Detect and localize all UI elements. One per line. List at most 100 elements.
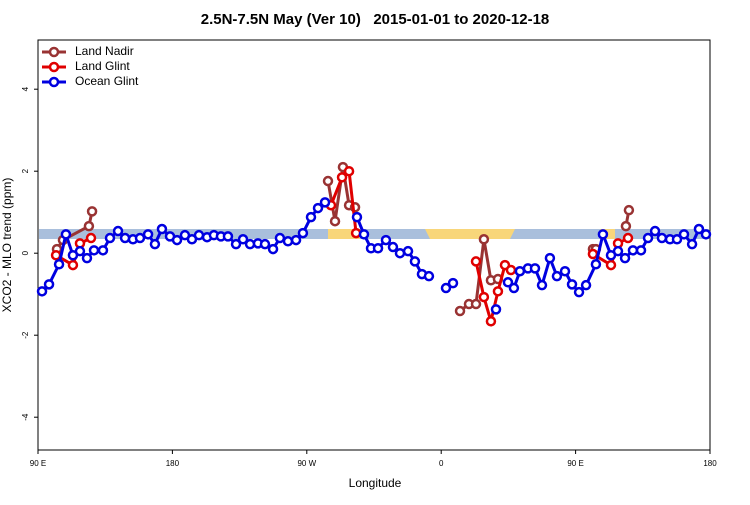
point bbox=[312, 202, 324, 214]
land-band bbox=[328, 229, 360, 239]
point bbox=[612, 245, 624, 257]
point bbox=[485, 316, 497, 327]
point bbox=[104, 232, 116, 244]
legend-label: Land Glint bbox=[75, 59, 130, 73]
point bbox=[259, 238, 271, 250]
point bbox=[230, 238, 242, 250]
point bbox=[336, 172, 348, 183]
point bbox=[290, 234, 302, 246]
point bbox=[656, 232, 668, 244]
point bbox=[454, 305, 466, 317]
point bbox=[282, 236, 294, 247]
point bbox=[490, 304, 502, 315]
point bbox=[322, 175, 334, 187]
point bbox=[605, 259, 617, 271]
point bbox=[700, 229, 712, 240]
point bbox=[440, 282, 452, 294]
point bbox=[470, 298, 482, 310]
point bbox=[85, 232, 97, 244]
point bbox=[619, 252, 631, 264]
point bbox=[693, 223, 705, 235]
point bbox=[372, 243, 384, 254]
point bbox=[551, 270, 563, 282]
point bbox=[50, 250, 62, 261]
point bbox=[478, 234, 490, 245]
point bbox=[43, 279, 55, 290]
point bbox=[649, 225, 661, 237]
point bbox=[237, 234, 249, 245]
point bbox=[112, 225, 124, 237]
point bbox=[358, 229, 370, 240]
point bbox=[97, 245, 109, 256]
point bbox=[508, 282, 520, 294]
point bbox=[350, 227, 362, 239]
point bbox=[505, 264, 517, 276]
point bbox=[573, 286, 585, 298]
point bbox=[514, 265, 526, 277]
point bbox=[142, 229, 154, 240]
point bbox=[686, 238, 698, 250]
point bbox=[86, 206, 98, 217]
point bbox=[492, 286, 504, 297]
point bbox=[74, 245, 86, 257]
y-tick-label: -4 bbox=[21, 413, 30, 421]
point bbox=[83, 220, 95, 232]
x-tick-label: 0 bbox=[439, 459, 444, 468]
point bbox=[409, 256, 421, 267]
point bbox=[267, 243, 279, 255]
point bbox=[580, 279, 592, 291]
legend-marker bbox=[48, 61, 60, 73]
x-axis-label: Longitude bbox=[349, 476, 402, 490]
point bbox=[587, 248, 599, 260]
point bbox=[470, 256, 482, 267]
point bbox=[119, 232, 131, 244]
point bbox=[529, 263, 541, 274]
point bbox=[88, 245, 100, 256]
ocean-band bbox=[39, 229, 709, 239]
point bbox=[81, 252, 93, 264]
x-tick-label: 90 W bbox=[297, 459, 316, 468]
point bbox=[319, 197, 331, 208]
point bbox=[566, 279, 578, 290]
legend-label: Land Nadir bbox=[75, 44, 134, 58]
point bbox=[590, 259, 602, 270]
land-band bbox=[425, 229, 515, 239]
legend-marker bbox=[48, 76, 60, 88]
point bbox=[53, 259, 65, 270]
point bbox=[222, 231, 234, 242]
x-tick-label: 180 bbox=[166, 459, 180, 468]
point bbox=[502, 277, 514, 288]
y-tick-label: 4 bbox=[21, 86, 30, 91]
plot-frame bbox=[37, 39, 711, 451]
x-tick-label: 90 E bbox=[30, 459, 46, 468]
legend-label: Ocean Glint bbox=[75, 74, 139, 88]
x-tick-label: 180 bbox=[703, 459, 717, 468]
y-tick-label: 2 bbox=[21, 168, 30, 173]
y-tick-label: -2 bbox=[21, 331, 30, 339]
point bbox=[559, 265, 571, 277]
point bbox=[36, 286, 48, 297]
point bbox=[394, 247, 406, 259]
point bbox=[642, 232, 654, 244]
point bbox=[597, 229, 609, 240]
point bbox=[171, 234, 183, 246]
series-line bbox=[55, 168, 629, 328]
point bbox=[380, 234, 392, 246]
point bbox=[156, 223, 168, 235]
point bbox=[671, 234, 683, 245]
point bbox=[402, 245, 414, 257]
point bbox=[620, 220, 632, 232]
point bbox=[343, 165, 355, 177]
point bbox=[149, 238, 161, 250]
point bbox=[627, 245, 639, 256]
x-tick-label: 90 E bbox=[567, 459, 583, 468]
point bbox=[622, 232, 634, 244]
point bbox=[297, 227, 309, 239]
legend-marker bbox=[48, 46, 60, 58]
point bbox=[329, 215, 341, 227]
chart-title: 2.5N-7.5N May (Ver 10) 2015-01-01 to 202… bbox=[201, 11, 550, 28]
point bbox=[387, 241, 399, 253]
point bbox=[635, 245, 647, 256]
point bbox=[447, 277, 459, 289]
